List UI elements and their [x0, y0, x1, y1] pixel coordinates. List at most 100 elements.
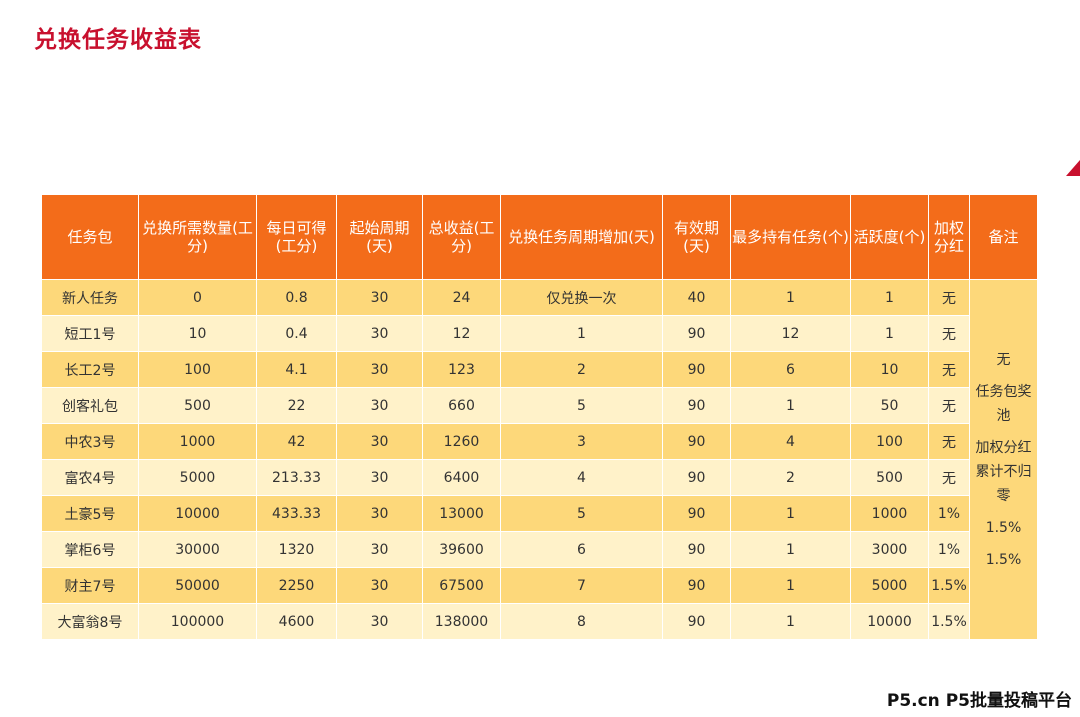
table-cell: 5000: [850, 567, 929, 604]
table-cell: 660: [422, 387, 501, 424]
column-header: 每日可得(工分): [256, 194, 337, 280]
table-cell: 90: [662, 423, 731, 460]
table-cell: 10000: [850, 603, 929, 640]
table-cell: 新人任务: [41, 279, 139, 316]
table-row: 财主7号 50000 2250 30 67500 7 90 1 5000 1.5%: [41, 567, 1038, 604]
note-text: 1.5%: [985, 519, 1022, 536]
table-cell: 4600: [256, 603, 337, 640]
table-cell: 3: [500, 423, 663, 460]
table-cell: 67500: [422, 567, 501, 604]
table-cell: 1000: [850, 495, 929, 532]
table-cell: 30000: [138, 531, 257, 568]
table-cell: 1: [730, 495, 851, 532]
table-cell: 30: [336, 423, 423, 460]
table-cell: 7: [500, 567, 663, 604]
table-cell: 5: [500, 495, 663, 532]
table-cell: 30: [336, 279, 423, 316]
table-cell: 无: [928, 315, 970, 352]
table-cell: 90: [662, 315, 731, 352]
column-header: 总收益(工分): [422, 194, 501, 280]
table-cell: 无: [928, 351, 970, 388]
table-cell: 无: [928, 279, 970, 316]
table-cell: 50: [850, 387, 929, 424]
table-cell: 6: [500, 531, 663, 568]
table-row: 短工1号 10 0.4 30 12 1 90 12 1 无: [41, 315, 1038, 352]
table-cell: 30: [336, 495, 423, 532]
table-row: 长工2号 100 4.1 30 123 2 90 6 10 无: [41, 351, 1038, 388]
table-cell: 90: [662, 459, 731, 496]
table-cell: 6: [730, 351, 851, 388]
column-header: 兑换所需数量(工分): [138, 194, 257, 280]
corner-decoration: [1066, 160, 1080, 176]
table-cell: 1260: [422, 423, 501, 460]
table-cell: 500: [850, 459, 929, 496]
table-cell: 1: [850, 279, 929, 316]
table-cell: 短工1号: [41, 315, 139, 352]
column-header: 兑换任务周期增加(天): [500, 194, 663, 280]
table-cell: 4.1: [256, 351, 337, 388]
table-cell: 1%: [928, 495, 970, 532]
table-cell: 42: [256, 423, 337, 460]
table-cell: 中农3号: [41, 423, 139, 460]
table-cell: 大富翁8号: [41, 603, 139, 640]
table-cell: 10000: [138, 495, 257, 532]
watermark-text: P5.cn P5批量投稿平台: [886, 691, 1072, 711]
table-cell: 掌柜6号: [41, 531, 139, 568]
table-cell: 2250: [256, 567, 337, 604]
table-cell: 50000: [138, 567, 257, 604]
table-cell: 12: [730, 315, 851, 352]
table-cell: 1: [730, 387, 851, 424]
notes-cell: 无任务包奖池加权分红累计不归零 1.5% 1.5%: [969, 279, 1038, 640]
note-text: 加权分红累计不归零: [975, 439, 1032, 504]
table-cell: 90: [662, 567, 731, 604]
table-cell: 100000: [138, 603, 257, 640]
table-cell: 90: [662, 531, 731, 568]
table-cell: 1: [730, 567, 851, 604]
table-cell: 39600: [422, 531, 501, 568]
table-cell: 1: [730, 531, 851, 568]
table-cell: 1: [730, 603, 851, 640]
table-cell: 30: [336, 459, 423, 496]
table-cell: 0.8: [256, 279, 337, 316]
table-cell: 无: [928, 459, 970, 496]
note-text: 无: [996, 351, 1011, 368]
table-cell: 仅兑换一次: [500, 279, 663, 316]
table-cell: 30: [336, 603, 423, 640]
table-cell: 无: [928, 423, 970, 460]
table-cell: 3000: [850, 531, 929, 568]
table-cell: 24: [422, 279, 501, 316]
table-cell: 213.33: [256, 459, 337, 496]
table-cell: 富农4号: [41, 459, 139, 496]
table-cell: 无: [928, 387, 970, 424]
table-cell: 30: [336, 351, 423, 388]
table-cell: 1320: [256, 531, 337, 568]
table-cell: 40: [662, 279, 731, 316]
table-cell: 6400: [422, 459, 501, 496]
table-cell: 2: [730, 459, 851, 496]
table-cell: 2: [500, 351, 663, 388]
table-cell: 5: [500, 387, 663, 424]
table-cell: 10: [850, 351, 929, 388]
table-cell: 0.4: [256, 315, 337, 352]
column-header: 备注: [969, 194, 1038, 280]
note-text: 1.5%: [985, 551, 1022, 568]
table-cell: 10: [138, 315, 257, 352]
table-cell: 22: [256, 387, 337, 424]
column-header: 任务包: [41, 194, 139, 280]
table-cell: 5000: [138, 459, 257, 496]
column-header: 加权分红: [928, 194, 970, 280]
table-cell: 30: [336, 531, 423, 568]
page-title: 兑换任务收益表: [34, 27, 202, 53]
table-cell: 0: [138, 279, 257, 316]
table-row: 富农4号 5000 213.33 30 6400 4 90 2 500 无: [41, 459, 1038, 496]
table-cell: 土豪5号: [41, 495, 139, 532]
table-cell: 30: [336, 387, 423, 424]
table-cell: 90: [662, 387, 731, 424]
note-text: 任务包奖池: [975, 383, 1032, 424]
table-cell: 138000: [422, 603, 501, 640]
table-cell: 4: [500, 459, 663, 496]
table-cell: 123: [422, 351, 501, 388]
table-cell: 100: [138, 351, 257, 388]
table-cell: 8: [500, 603, 663, 640]
column-header: 起始周期(天): [336, 194, 423, 280]
